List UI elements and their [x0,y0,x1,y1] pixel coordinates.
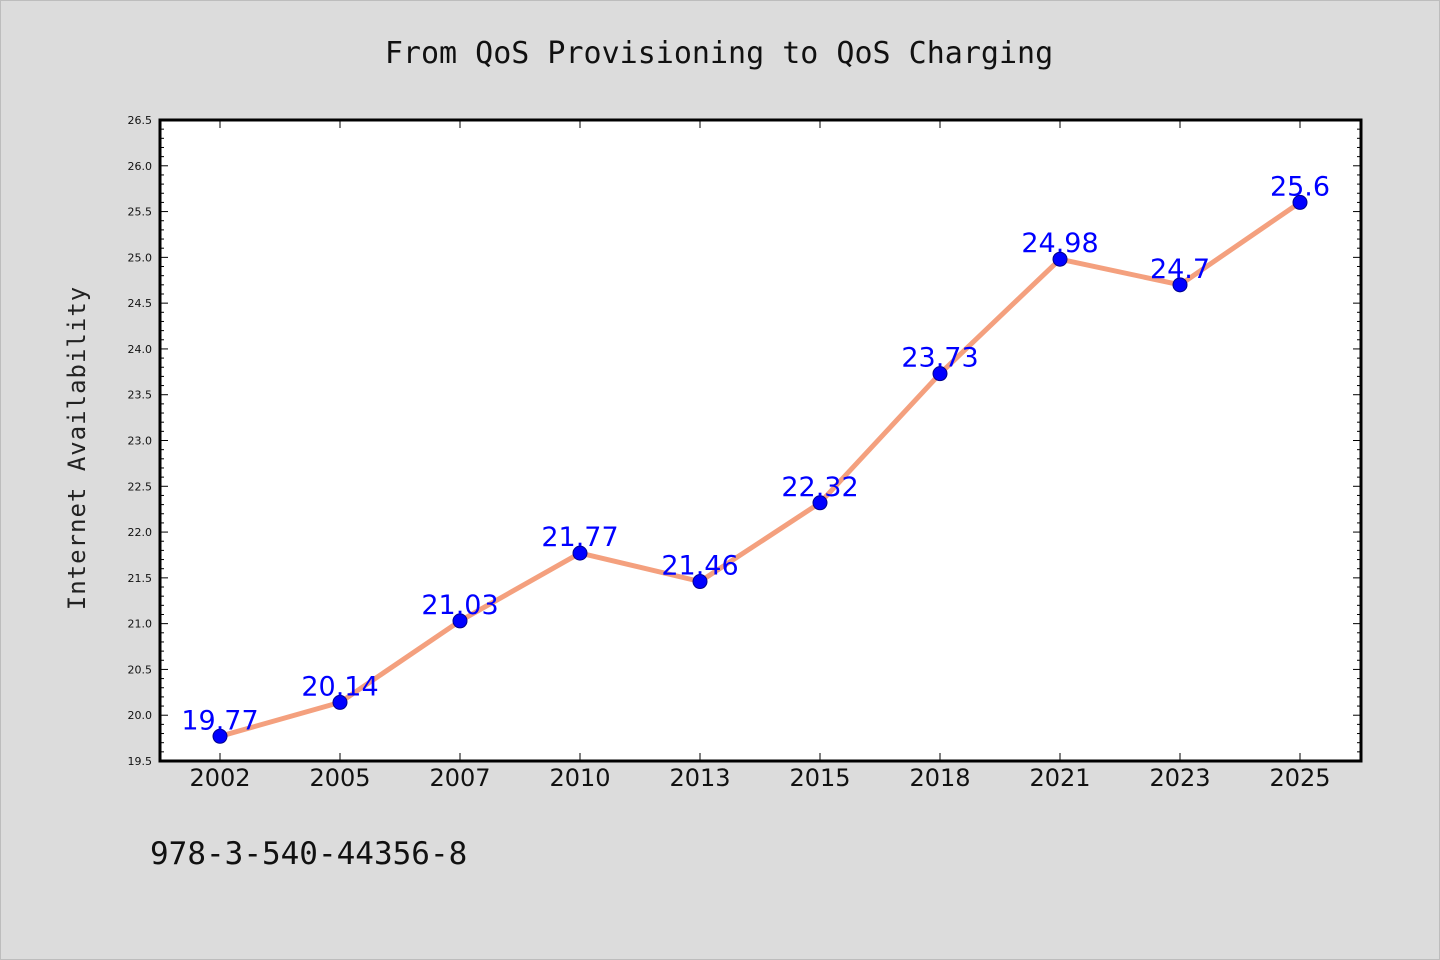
data-label: 25.6 [1270,171,1330,202]
data-label: 23.73 [901,343,978,374]
data-point [692,574,708,590]
series-line [217,199,1303,739]
x-tick-label: 2015 [789,764,850,792]
x-tick-label: 2023 [1149,764,1210,792]
y-tick-label: 23.0 [128,435,153,448]
chart-title: From QoS Provisioning to QoS Charging [385,36,1053,71]
y-tick-label: 24.5 [128,297,153,310]
y-tick-label: 21.0 [128,618,153,631]
x-axis-ticks: 2002 2005 2007 2010 2013 2015 2018 2021 2023 2025 [189,120,1331,792]
x-tick-label: 2010 [549,764,610,792]
plot-area [158,118,1363,763]
data-point [1052,251,1068,267]
y-tick-label: 25.5 [128,206,153,219]
y-tick-label: 22.0 [128,526,153,539]
x-tick-label: 2002 [189,764,250,792]
y-tick-label: 21.5 [128,572,153,585]
y-tick-label: 26.0 [128,160,153,173]
x-tick-label: 2018 [909,764,970,792]
y-axis-ticks: 19.5 20.0 20.5 21.0 21.5 22.0 22.5 23.0 23.5 24.0… [128,114,1361,768]
data-point [1292,194,1308,210]
data-label: 24.7 [1150,254,1210,285]
data-label: 21.03 [421,590,498,621]
data-point [932,366,948,382]
y-tick-label: 25.0 [128,251,153,264]
y-tick-label: 23.5 [128,389,153,402]
data-label: 22.32 [781,472,858,503]
data-label: 19.77 [181,705,258,736]
x-tick-label: 2007 [429,764,490,792]
y-tick-label: 24.0 [128,343,153,356]
y-tick-label: 20.5 [128,663,153,676]
y-tick-label: 19.5 [128,755,153,768]
y-tick-label: 20.0 [128,709,153,722]
data-label: 21.46 [661,551,738,582]
y-tick-label: 26.5 [128,114,153,127]
data-label: 24.98 [1021,228,1098,259]
data-point [812,495,828,511]
x-tick-label: 2025 [1269,764,1330,792]
data-markers [212,194,1308,744]
data-point [572,545,588,561]
data-labels: 19.77 20.14 21.03 21.77 21.46 22.32 23.73 24.98… [181,171,1330,736]
y-axis-label: Internet Availability [63,286,91,610]
data-label: 20.14 [301,671,378,702]
x-tick-label: 2013 [669,764,730,792]
data-point [212,728,228,744]
footnote: 978-3-540-44356-8 [150,836,467,872]
data-point [1172,277,1188,293]
y-tick-label: 22.5 [128,480,153,493]
x-tick-label: 2005 [309,764,370,792]
data-point [332,694,348,710]
data-label: 21.77 [541,522,618,553]
x-tick-label: 2021 [1029,764,1090,792]
data-point [452,613,468,629]
